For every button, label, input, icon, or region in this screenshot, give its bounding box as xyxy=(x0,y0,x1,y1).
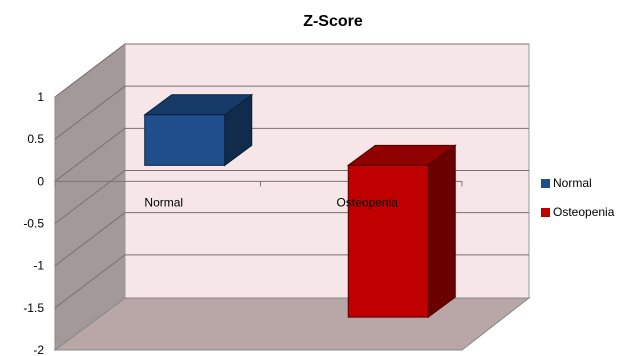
bar-osteopenia xyxy=(346,144,457,319)
gridline xyxy=(54,127,529,182)
y-tick-label: -2 xyxy=(33,343,44,356)
category-labels: Normal Osteopenia xyxy=(144,195,398,209)
chart-title: Z-Score xyxy=(303,13,363,30)
gridline xyxy=(54,85,529,140)
y-tick-label: -0.5 xyxy=(23,217,44,231)
y-tick-label: 0.5 xyxy=(27,132,44,146)
legend-swatch-normal xyxy=(541,178,550,188)
y-tick-label: -1.5 xyxy=(23,301,44,315)
y-tick-label: -1 xyxy=(33,259,44,273)
legend-swatch-osteopenia xyxy=(541,207,550,217)
legend-item-normal: Normal xyxy=(541,176,592,190)
legend-label-osteopenia: Osteopenia xyxy=(553,205,615,219)
legend-label-normal: Normal xyxy=(553,176,592,190)
floor xyxy=(53,297,531,351)
gridline xyxy=(54,43,529,98)
bar-normal xyxy=(143,93,254,167)
y-tick-label: 1 xyxy=(37,90,44,104)
y-tick-label: 0 xyxy=(37,174,44,188)
category-label: Normal xyxy=(144,195,183,209)
legend-item-osteopenia: Osteopenia xyxy=(541,205,614,219)
category-label: Osteopenia xyxy=(337,195,399,209)
bars xyxy=(143,93,457,319)
y-axis-ticks: 1 0.5 0 -0.5 -1 -1.5 -2 xyxy=(23,90,44,356)
